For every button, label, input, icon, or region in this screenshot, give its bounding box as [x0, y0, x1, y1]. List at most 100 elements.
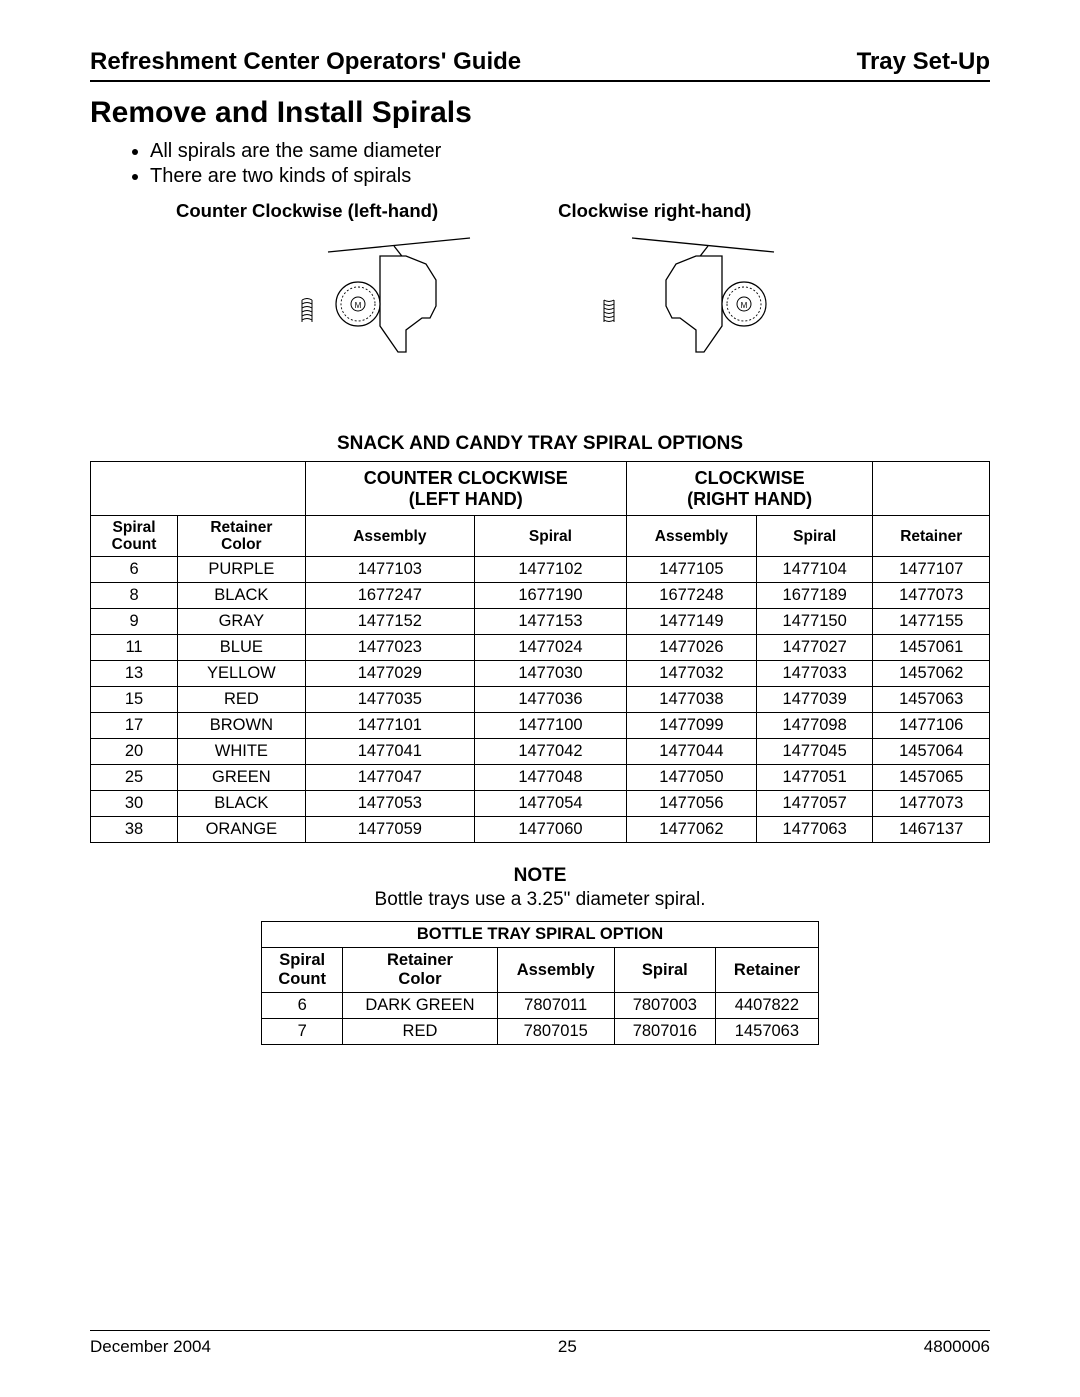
- table-cell: 1477051: [756, 765, 873, 791]
- table-cell: ORANGE: [178, 817, 305, 843]
- table-cell: 1477100: [475, 713, 627, 739]
- col-spiral-cw: Spiral: [756, 516, 873, 557]
- note-title: NOTE: [90, 865, 990, 887]
- cw-diagram: M: [600, 234, 782, 379]
- table-cell: 1457064: [873, 739, 990, 765]
- table-cell: 6: [91, 557, 178, 583]
- table-cell: 1677248: [626, 583, 756, 609]
- blank-header: [873, 462, 990, 516]
- table-row: COUNTER CLOCKWISE (LEFT HAND) CLOCKWISE …: [91, 462, 990, 516]
- col-retainer: Retainer: [715, 948, 818, 993]
- spiral-options-table: COUNTER CLOCKWISE (LEFT HAND) CLOCKWISE …: [90, 461, 990, 843]
- col-retainer-color: Retainer Color: [178, 516, 305, 557]
- table-cell: 1477044: [626, 739, 756, 765]
- table-cell: 20: [91, 739, 178, 765]
- table-cell: 6: [262, 993, 343, 1019]
- table-cell: 8: [91, 583, 178, 609]
- col-spiral-count: Spiral Count: [262, 948, 343, 993]
- table-cell: 1457063: [715, 1019, 818, 1045]
- table-row: 17BROWN147710114771001477099147709814771…: [91, 713, 990, 739]
- ccw-group-header: COUNTER CLOCKWISE (LEFT HAND): [305, 462, 626, 516]
- table-row: 15RED14770351477036147703814770391457063: [91, 687, 990, 713]
- table-cell: PURPLE: [178, 557, 305, 583]
- table-cell: 1477039: [756, 687, 873, 713]
- table-row: 11BLUE1477023147702414770261477027145706…: [91, 635, 990, 661]
- table-cell: RED: [178, 687, 305, 713]
- footer-page: 25: [558, 1337, 577, 1357]
- table-row: 30BLACK147705314770541477056147705714770…: [91, 791, 990, 817]
- table-cell: 1477060: [475, 817, 627, 843]
- table-cell: 1477032: [626, 661, 756, 687]
- table1-title: SNACK AND CANDY TRAY SPIRAL OPTIONS: [90, 433, 990, 455]
- svg-text:M: M: [741, 301, 748, 310]
- table-row: 38ORANGE14770591477060147706214770631467…: [91, 817, 990, 843]
- table-cell: 1477059: [305, 817, 474, 843]
- table-row: 7RED780701578070161457063: [262, 1019, 819, 1045]
- table-cell: 17: [91, 713, 178, 739]
- table-cell: 1477045: [756, 739, 873, 765]
- spiral-labels-row: Counter Clockwise (left-hand) Clockwise …: [176, 200, 990, 222]
- table-cell: 7807015: [497, 1019, 614, 1045]
- table-cell: DARK GREEN: [343, 993, 497, 1019]
- ccw-coil-icon: [298, 298, 316, 324]
- ccw-group-l2: (LEFT HAND): [409, 489, 523, 509]
- table-cell: BLACK: [178, 791, 305, 817]
- ccw-label: Counter Clockwise (left-hand): [176, 200, 438, 222]
- ccw-group-l1: COUNTER CLOCKWISE: [364, 468, 568, 488]
- table-cell: 1457063: [873, 687, 990, 713]
- cw-group-header: CLOCKWISE (RIGHT HAND): [626, 462, 873, 516]
- table2-title: BOTTLE TRAY SPIRAL OPTION: [262, 922, 819, 948]
- header-left: Refreshment Center Operators' Guide: [90, 48, 521, 76]
- table-cell: 1477099: [626, 713, 756, 739]
- table-cell: 1477104: [756, 557, 873, 583]
- bullet-item: There are two kinds of spirals: [150, 165, 990, 188]
- table-row: 6PURPLE147710314771021477105147710414771…: [91, 557, 990, 583]
- table-cell: 1477098: [756, 713, 873, 739]
- ccw-diagram: M: [298, 234, 480, 379]
- header-right: Tray Set-Up: [857, 48, 990, 76]
- table-cell: 1477102: [475, 557, 627, 583]
- table-cell: 1477073: [873, 791, 990, 817]
- table-cell: 25: [91, 765, 178, 791]
- table-cell: YELLOW: [178, 661, 305, 687]
- page-footer: December 2004 25 4800006: [90, 1330, 990, 1357]
- table-cell: 7807003: [614, 993, 715, 1019]
- table-cell: 1677189: [756, 583, 873, 609]
- col-retainer-color: Retainer Color: [343, 948, 497, 993]
- table-cell: 1477029: [305, 661, 474, 687]
- table-cell: 1457061: [873, 635, 990, 661]
- col-assembly-cw: Assembly: [626, 516, 756, 557]
- table-cell: 1477073: [873, 583, 990, 609]
- table-cell: 1477107: [873, 557, 990, 583]
- table-cell: BLACK: [178, 583, 305, 609]
- table-cell: 1477036: [475, 687, 627, 713]
- table-cell: 1477152: [305, 609, 474, 635]
- footer-date: December 2004: [90, 1337, 211, 1357]
- table-cell: 1477050: [626, 765, 756, 791]
- table-cell: 1477026: [626, 635, 756, 661]
- table-cell: BLUE: [178, 635, 305, 661]
- table-cell: 1457062: [873, 661, 990, 687]
- table-cell: 1477042: [475, 739, 627, 765]
- table-row: 20WHITE147704114770421477044147704514570…: [91, 739, 990, 765]
- table-cell: 7: [262, 1019, 343, 1045]
- table-cell: 11: [91, 635, 178, 661]
- table-cell: 1677190: [475, 583, 627, 609]
- table-row: 25GREEN147704714770481477050147705114570…: [91, 765, 990, 791]
- table-cell: 1477062: [626, 817, 756, 843]
- table-cell: 9: [91, 609, 178, 635]
- ccw-mechanism-icon: M: [320, 234, 480, 374]
- table-cell: 1477041: [305, 739, 474, 765]
- diagrams-row: M M: [90, 234, 990, 379]
- table-cell: 1477101: [305, 713, 474, 739]
- table-cell: 1477038: [626, 687, 756, 713]
- bullet-item: All spirals are the same diameter: [150, 140, 990, 163]
- table-cell: BROWN: [178, 713, 305, 739]
- table-cell: 15: [91, 687, 178, 713]
- section-title: Remove and Install Spirals: [90, 96, 990, 130]
- table-cell: 1457065: [873, 765, 990, 791]
- table-cell: 4407822: [715, 993, 818, 1019]
- table-cell: 7807011: [497, 993, 614, 1019]
- table-cell: RED: [343, 1019, 497, 1045]
- table-cell: 1477047: [305, 765, 474, 791]
